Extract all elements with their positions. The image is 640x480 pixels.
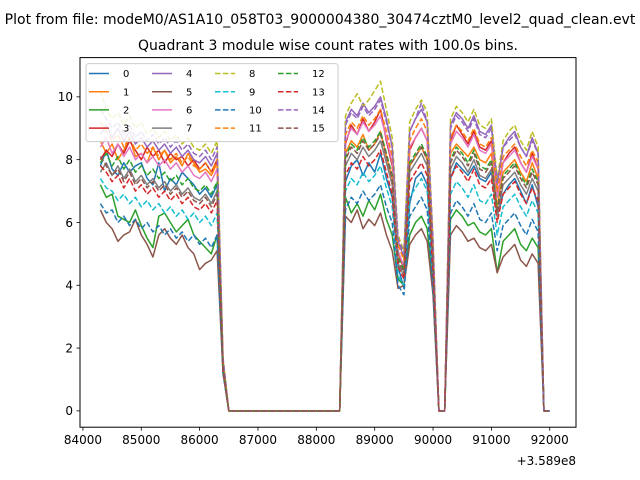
chart-title: Quadrant 3 module wise count rates with … [138, 38, 518, 54]
legend-label-3: 3 [123, 124, 129, 135]
legend-label-0: 0 [123, 69, 129, 80]
legend-label-14: 14 [312, 106, 325, 117]
legend-label-10: 10 [249, 106, 262, 117]
x-tick-label: 91000 [472, 433, 510, 447]
legend-label-5: 5 [186, 87, 192, 98]
legend-label-7: 7 [186, 124, 192, 135]
y-tick-label: 8 [65, 153, 73, 167]
y-tick-label: 2 [65, 341, 73, 355]
y-tick-label: 10 [58, 90, 73, 104]
y-tick-label: 0 [65, 404, 73, 418]
legend-label-1: 1 [123, 87, 129, 98]
x-tick-label: 88000 [297, 433, 335, 447]
x-tick-label: 90000 [414, 433, 452, 447]
plot-area [79, 57, 577, 428]
legend-label-6: 6 [186, 106, 192, 117]
x-tick-label: 92000 [531, 433, 569, 447]
legend-label-2: 2 [123, 106, 129, 117]
figure-suptitle: Plot from file: modeM0/AS1A10_058T03_900… [5, 12, 636, 28]
series-line-15 [99, 133, 550, 412]
legend-label-8: 8 [249, 69, 255, 80]
legend-label-12: 12 [312, 69, 325, 80]
x-tick-label: 89000 [356, 433, 394, 447]
legend-label-13: 13 [312, 87, 325, 98]
x-offset-label: +3.589e8 [517, 454, 576, 468]
legend-label-9: 9 [249, 87, 255, 98]
legend-label-4: 4 [186, 69, 192, 80]
x-tick-label: 85000 [122, 433, 160, 447]
x-tick-label: 86000 [181, 433, 219, 447]
x-tick-label: 84000 [64, 433, 102, 447]
x-tick-label: 87000 [239, 433, 277, 447]
legend-label-11: 11 [249, 124, 262, 135]
y-axis: 0 2 4 6 8 10 [58, 90, 80, 418]
y-tick-label: 6 [65, 216, 73, 230]
legend-box [85, 63, 339, 143]
y-tick-label: 4 [65, 279, 73, 293]
legend-label-15: 15 [312, 124, 325, 135]
x-axis: 84000 85000 86000 87000 88000 89000 90000 91000… [64, 427, 569, 447]
